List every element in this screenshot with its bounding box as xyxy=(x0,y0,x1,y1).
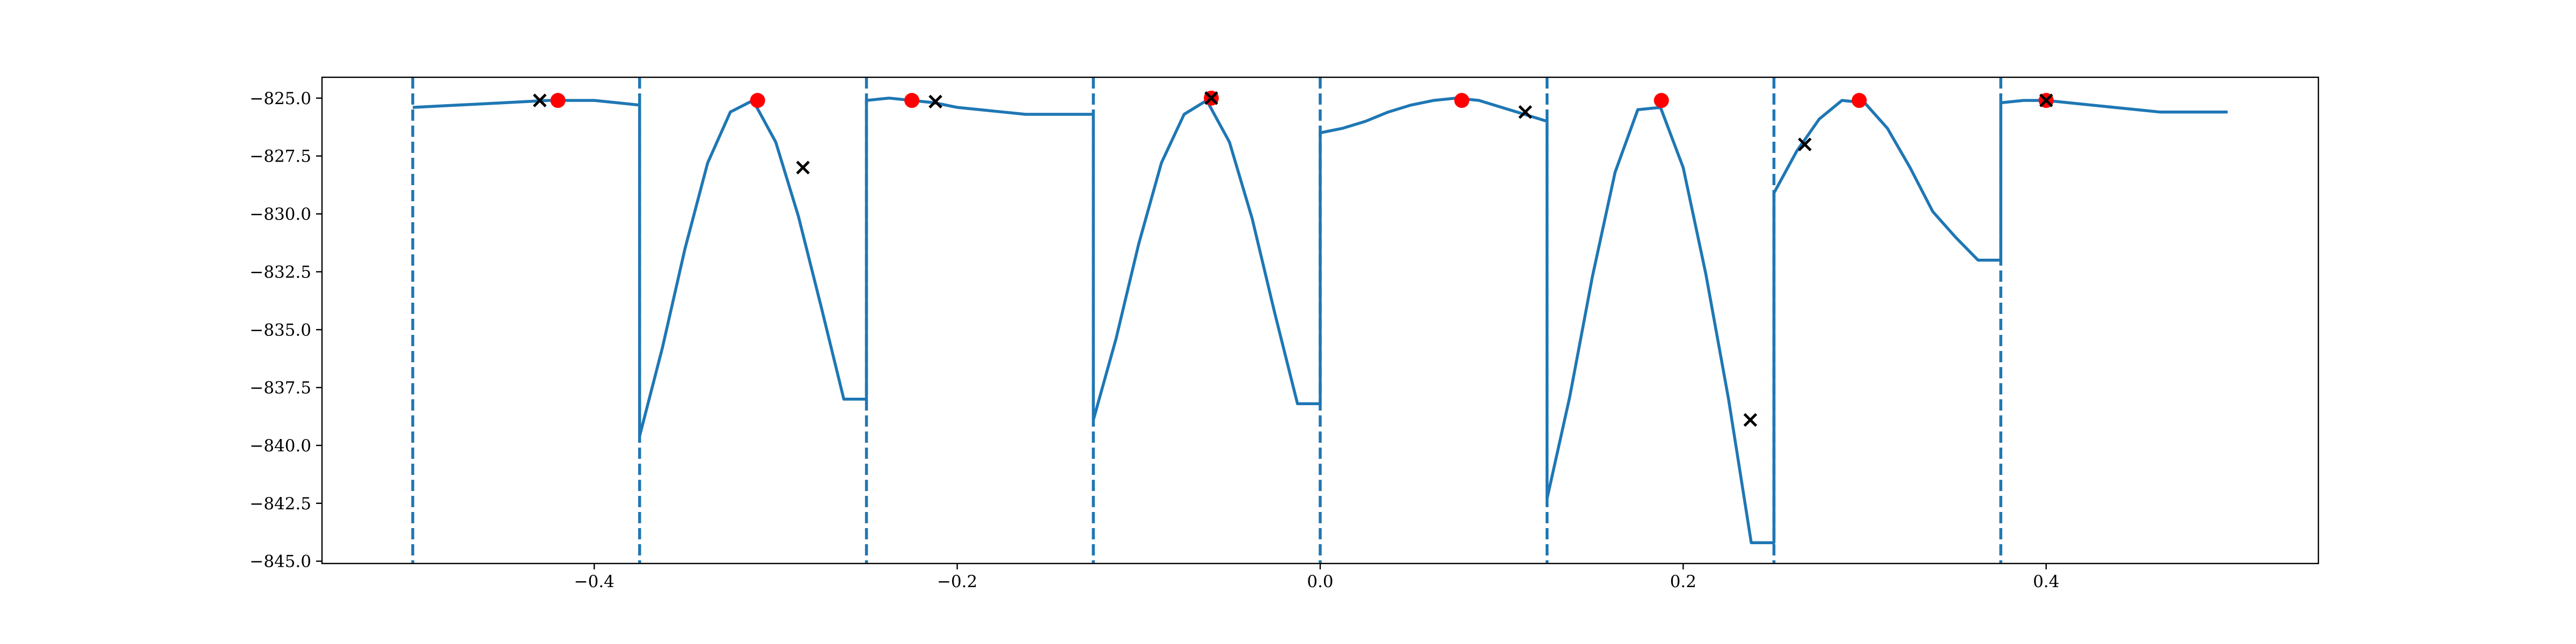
series-layer xyxy=(412,97,2228,544)
y-tick-label-5: −837.5 xyxy=(250,378,311,398)
sample-stroke-b xyxy=(796,160,810,175)
x-axis: −0.4 −0.2 0.0 0.2 0.4 xyxy=(574,564,2059,591)
y-tick-label-6: −840.0 xyxy=(250,436,311,456)
sample-stroke-b xyxy=(1204,91,1218,105)
sample-stroke-b xyxy=(533,93,547,107)
sample-stroke-b xyxy=(2039,93,2053,107)
optimum-point-2 xyxy=(904,93,920,108)
y-axis: −825.0 −827.5 −830.0 −832.5 −835.0 −837.5 −840… xyxy=(250,89,322,572)
sample-point-6 xyxy=(1798,137,1812,151)
series-line-0 xyxy=(412,97,2228,544)
y-tick-label-1: −827.5 xyxy=(250,147,311,166)
optimum-point-1 xyxy=(750,93,765,108)
sample-markers xyxy=(533,91,2053,427)
y-tick-label-7: −842.5 xyxy=(250,494,311,514)
sample-point-0 xyxy=(533,93,547,107)
optimum-point-6 xyxy=(1851,93,1867,108)
x-tick-label-4: 0.4 xyxy=(2033,572,2059,591)
sample-stroke-b xyxy=(1798,137,1812,151)
sample-stroke-b xyxy=(928,94,942,109)
sample-point-3 xyxy=(1204,91,1218,105)
optimum-point-4 xyxy=(1454,93,1469,108)
y-tick-label-4: −835.0 xyxy=(250,320,311,340)
x-tick-label-3: 0.2 xyxy=(1670,572,1696,591)
sample-point-2 xyxy=(928,94,942,109)
optimum-point-5 xyxy=(1653,93,1669,108)
x-tick-label-1: −0.2 xyxy=(937,572,977,591)
x-tick-label-2: 0.0 xyxy=(1307,572,1333,591)
optimum-point-0 xyxy=(550,93,566,108)
y-tick-label-2: −830.0 xyxy=(250,205,311,224)
sample-point-7 xyxy=(2039,93,2053,107)
y-tick-label-8: −845.0 xyxy=(250,552,311,572)
sample-point-5 xyxy=(1743,413,1758,427)
sample-stroke-b xyxy=(1743,413,1758,427)
sample-point-4 xyxy=(1518,105,1532,119)
y-tick-label-0: −825.0 xyxy=(250,89,311,108)
sample-point-1 xyxy=(796,160,810,175)
sample-stroke-b xyxy=(1518,105,1532,119)
x-tick-label-0: −0.4 xyxy=(574,572,614,591)
y-tick-label-3: −832.5 xyxy=(250,262,311,282)
